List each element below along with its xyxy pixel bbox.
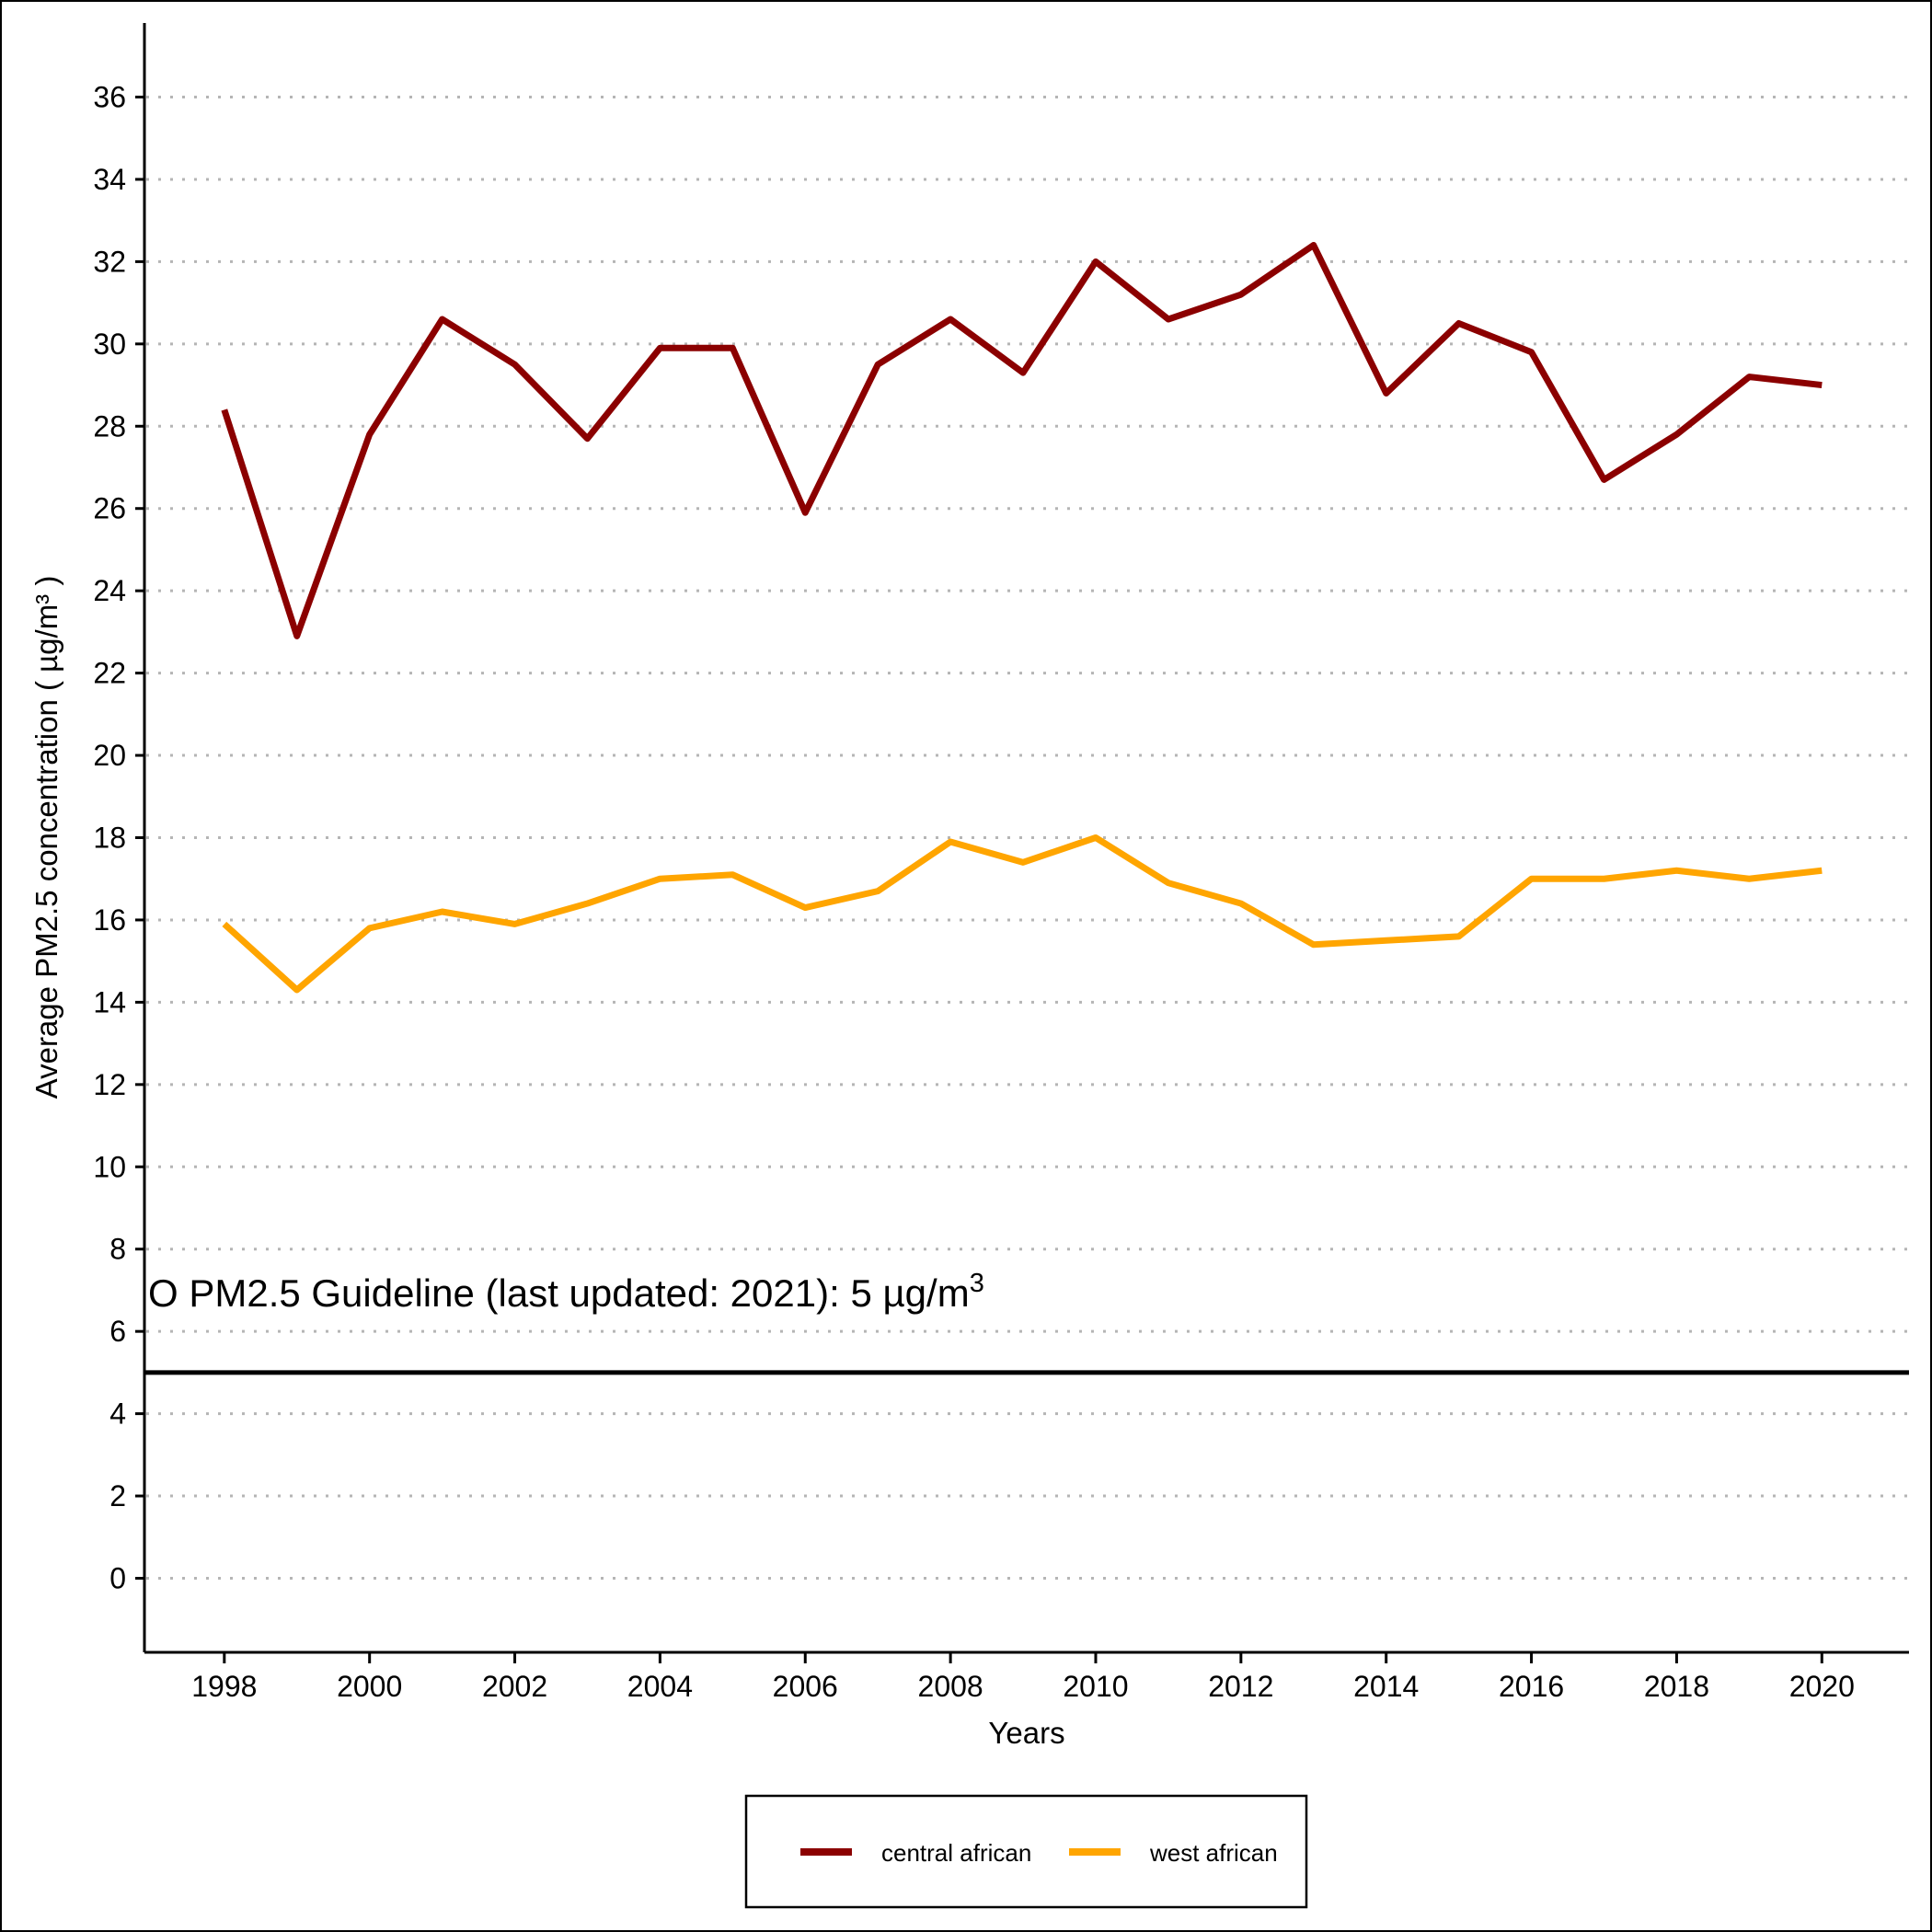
y-tick-label-24: 24 (93, 574, 126, 607)
y-tick-label-34: 34 (93, 163, 126, 196)
legend-label-west-african: west african (1149, 1839, 1278, 1867)
x-ticks: 1998 2000 2002 2004 2006 2008 2010 2012 2014 2016… (191, 1652, 1855, 1703)
y-tick-label-28: 28 (93, 409, 126, 443)
guideline-annotation-text: O PM2.5 Guideline (last updated: 2021): … (148, 1271, 970, 1315)
y-axis-title: Average PM2.5 concentration ( µg/m³ ) (29, 576, 63, 1099)
y-tick-label-32: 32 (93, 245, 126, 278)
x-tick-label-2016: 2016 (1499, 1670, 1564, 1703)
y-tick-label-0: 0 (109, 1562, 126, 1595)
y-tick-label-12: 12 (93, 1068, 126, 1101)
x-tick-label-2012: 2012 (1208, 1670, 1273, 1703)
y-tick-label-30: 30 (93, 328, 126, 361)
y-tick-label-4: 4 (109, 1397, 126, 1431)
x-tick-label-2002: 2002 (482, 1670, 547, 1703)
series-line-central-african (221, 242, 1823, 639)
y-tick-label-6: 6 (109, 1315, 126, 1348)
x-tick-label-2010: 2010 (1063, 1670, 1128, 1703)
y-tick-label-26: 26 (93, 492, 126, 525)
x-tick-label-2006: 2006 (773, 1670, 838, 1703)
reference-line-group: O PM2.5 Guideline (last updated: 2021): … (144, 1269, 1909, 1375)
x-axis-title: Years (988, 1716, 1064, 1750)
guideline-annotation: O PM2.5 Guideline (last updated: 2021): … (148, 1269, 984, 1315)
y-tick-label-36: 36 (93, 81, 126, 114)
guideline-annotation-superscript: 3 (970, 1269, 984, 1298)
y-tick-label-8: 8 (109, 1233, 126, 1266)
x-tick-label-2014: 2014 (1353, 1670, 1419, 1703)
x-tick-label-1998: 1998 (191, 1670, 257, 1703)
series-line-west-african (222, 834, 1823, 994)
legend-label-central-african: central african (881, 1839, 1031, 1867)
y-tick-label-22: 22 (93, 657, 126, 690)
x-tick-label-2008: 2008 (918, 1670, 983, 1703)
y-tick-label-16: 16 (93, 903, 126, 937)
y-tick-label-20: 20 (93, 739, 126, 772)
x-tick-label-2020: 2020 (1789, 1670, 1855, 1703)
y-tick-label-10: 10 (93, 1150, 126, 1183)
y-tick-label-14: 14 (93, 985, 126, 1018)
x-tick-label-2004: 2004 (627, 1670, 693, 1703)
legend: central african west african (744, 1794, 1308, 1909)
grid-lines (146, 96, 1909, 1580)
axes (143, 23, 1909, 1654)
series-lines (221, 242, 1823, 994)
x-tick-label-2018: 2018 (1644, 1670, 1709, 1703)
y-tick-label-18: 18 (93, 822, 126, 855)
y-tick-label-2: 2 (109, 1479, 126, 1512)
x-tick-label-2000: 2000 (337, 1670, 402, 1703)
